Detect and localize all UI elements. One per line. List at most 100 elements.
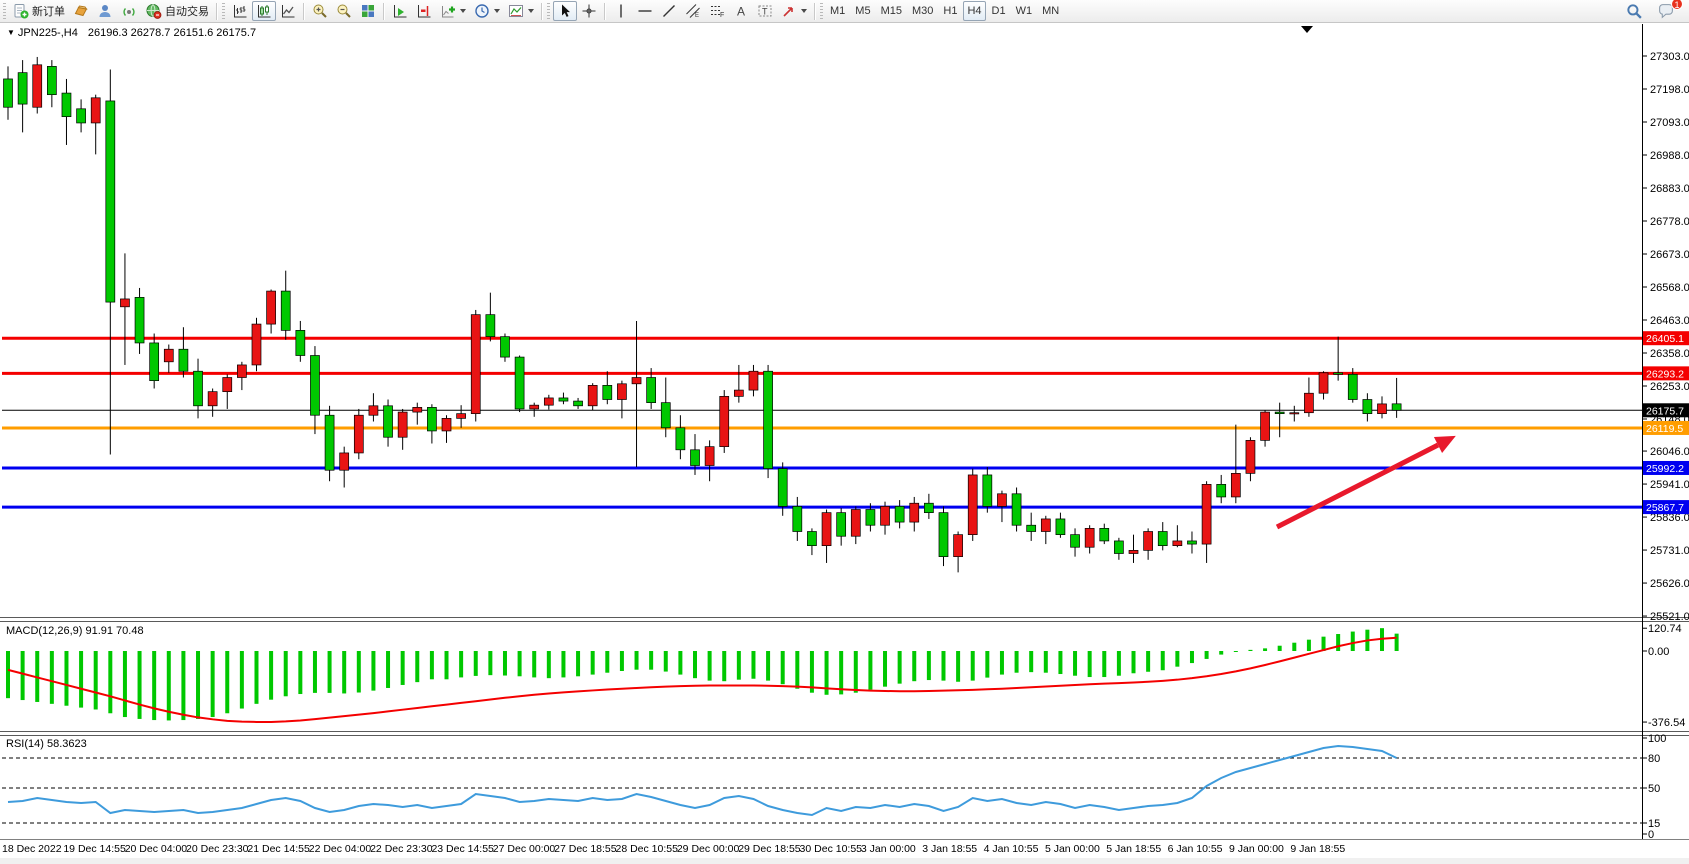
candle[interactable] [836,512,847,537]
candle[interactable] [90,97,101,124]
candle[interactable] [1245,440,1256,474]
candle[interactable] [953,534,963,558]
candle[interactable] [1333,372,1343,375]
new-order-button[interactable]: 新订单 [9,1,69,21]
toolbar-grip[interactable] [547,3,550,19]
candle[interactable] [470,314,481,415]
candle[interactable] [61,92,72,118]
gold-button[interactable] [69,1,93,21]
candle[interactable] [178,348,189,372]
candle[interactable] [1391,403,1402,411]
timeframe-button-H4[interactable]: H4 [963,1,986,21]
candle[interactable] [1128,550,1139,554]
candle[interactable] [1187,540,1197,545]
candle[interactable] [924,502,934,514]
toolbar-grip[interactable] [3,3,6,19]
candle[interactable] [456,413,466,419]
timeframe-button-M30[interactable]: M30 [908,1,937,21]
fibonacci-button[interactable]: F [705,1,729,21]
candle[interactable] [32,64,43,108]
candle[interactable] [383,405,393,438]
timeframe-button-M5[interactable]: M5 [851,1,874,21]
candle[interactable] [514,356,525,410]
timeframe-button-MN[interactable]: MN [1038,1,1063,21]
tile-windows-button[interactable] [356,1,380,21]
candle[interactable] [543,397,554,406]
candle[interactable] [1011,493,1022,526]
candle[interactable] [675,427,686,451]
candle[interactable] [412,407,423,413]
candle[interactable] [617,383,627,400]
candle[interactable] [1143,531,1153,551]
candle[interactable] [368,405,379,416]
candle[interactable] [295,330,306,356]
vertical-line-button[interactable] [609,1,633,21]
candle[interactable] [602,385,613,400]
candle[interactable] [353,414,364,454]
timeframe-button-H1[interactable]: H1 [939,1,961,21]
candle[interactable] [1216,484,1227,498]
notifications-button[interactable]: 1 [1653,0,1683,21]
candle[interactable] [1318,372,1329,394]
toolbar-grip[interactable] [222,3,225,19]
candle[interactable] [1026,524,1037,532]
candle[interactable] [587,385,598,407]
candle[interactable] [1172,540,1183,547]
signals-button[interactable] [117,1,141,21]
trend-arrow-annotation[interactable] [1275,435,1456,530]
add-indicator-button[interactable] [436,1,470,21]
candle[interactable] [880,506,890,526]
candle[interactable] [427,407,437,432]
candle[interactable] [733,389,744,397]
candle[interactable] [865,509,876,526]
candle[interactable] [660,402,671,429]
timeframe-button-M1[interactable]: M1 [826,1,849,21]
crosshair-button[interactable] [577,1,601,21]
candle[interactable] [1201,484,1212,545]
collapse-triangle-icon[interactable]: ▼ [7,28,15,37]
candle[interactable] [207,391,218,407]
timeframe-button-W1[interactable]: W1 [1012,1,1037,21]
candle[interactable] [47,66,57,96]
candle[interactable] [1289,412,1300,415]
candle[interactable] [1070,534,1080,548]
candle[interactable] [193,370,203,407]
candle[interactable] [719,396,730,448]
candle[interactable] [1347,374,1358,400]
candle[interactable] [1157,531,1168,547]
candle[interactable] [909,502,920,523]
candle[interactable] [280,290,291,331]
candle[interactable] [485,314,496,338]
candle[interactable] [704,446,715,466]
candle[interactable] [1377,403,1387,415]
candlestick-chart-button[interactable] [252,1,276,21]
auto-trading-button[interactable]: 自动交易 [141,1,213,21]
candle[interactable] [631,377,642,385]
auto-scroll-button[interactable] [388,1,412,21]
candle[interactable] [3,78,13,108]
candle[interactable] [1362,399,1373,415]
candle[interactable] [1099,528,1110,542]
candle[interactable] [690,449,700,466]
candle[interactable] [1260,411,1270,441]
timeframe-clock-button[interactable] [470,1,504,21]
candle[interactable] [558,397,569,402]
timeframe-button-D1[interactable]: D1 [988,1,1010,21]
community-button[interactable] [93,1,117,21]
zoom-out-button[interactable] [332,1,356,21]
candle[interactable] [237,364,247,378]
candle[interactable] [807,531,817,547]
text-button[interactable]: A [729,1,753,21]
chart-shift-button[interactable] [412,1,436,21]
candle[interactable] [1304,392,1314,414]
chart-canvas[interactable]: 27303.0 27198.0 27093.0 26988.0 26883.0 26778… [0,23,1689,864]
candle[interactable] [134,297,145,344]
timeframe-button-M15[interactable]: M15 [877,1,906,21]
candle[interactable] [441,418,452,432]
candle[interactable] [1114,540,1124,554]
candle[interactable] [310,355,320,416]
candle[interactable] [1040,518,1051,532]
candle[interactable] [646,377,656,404]
candle[interactable] [120,298,130,308]
candle[interactable] [529,404,540,410]
